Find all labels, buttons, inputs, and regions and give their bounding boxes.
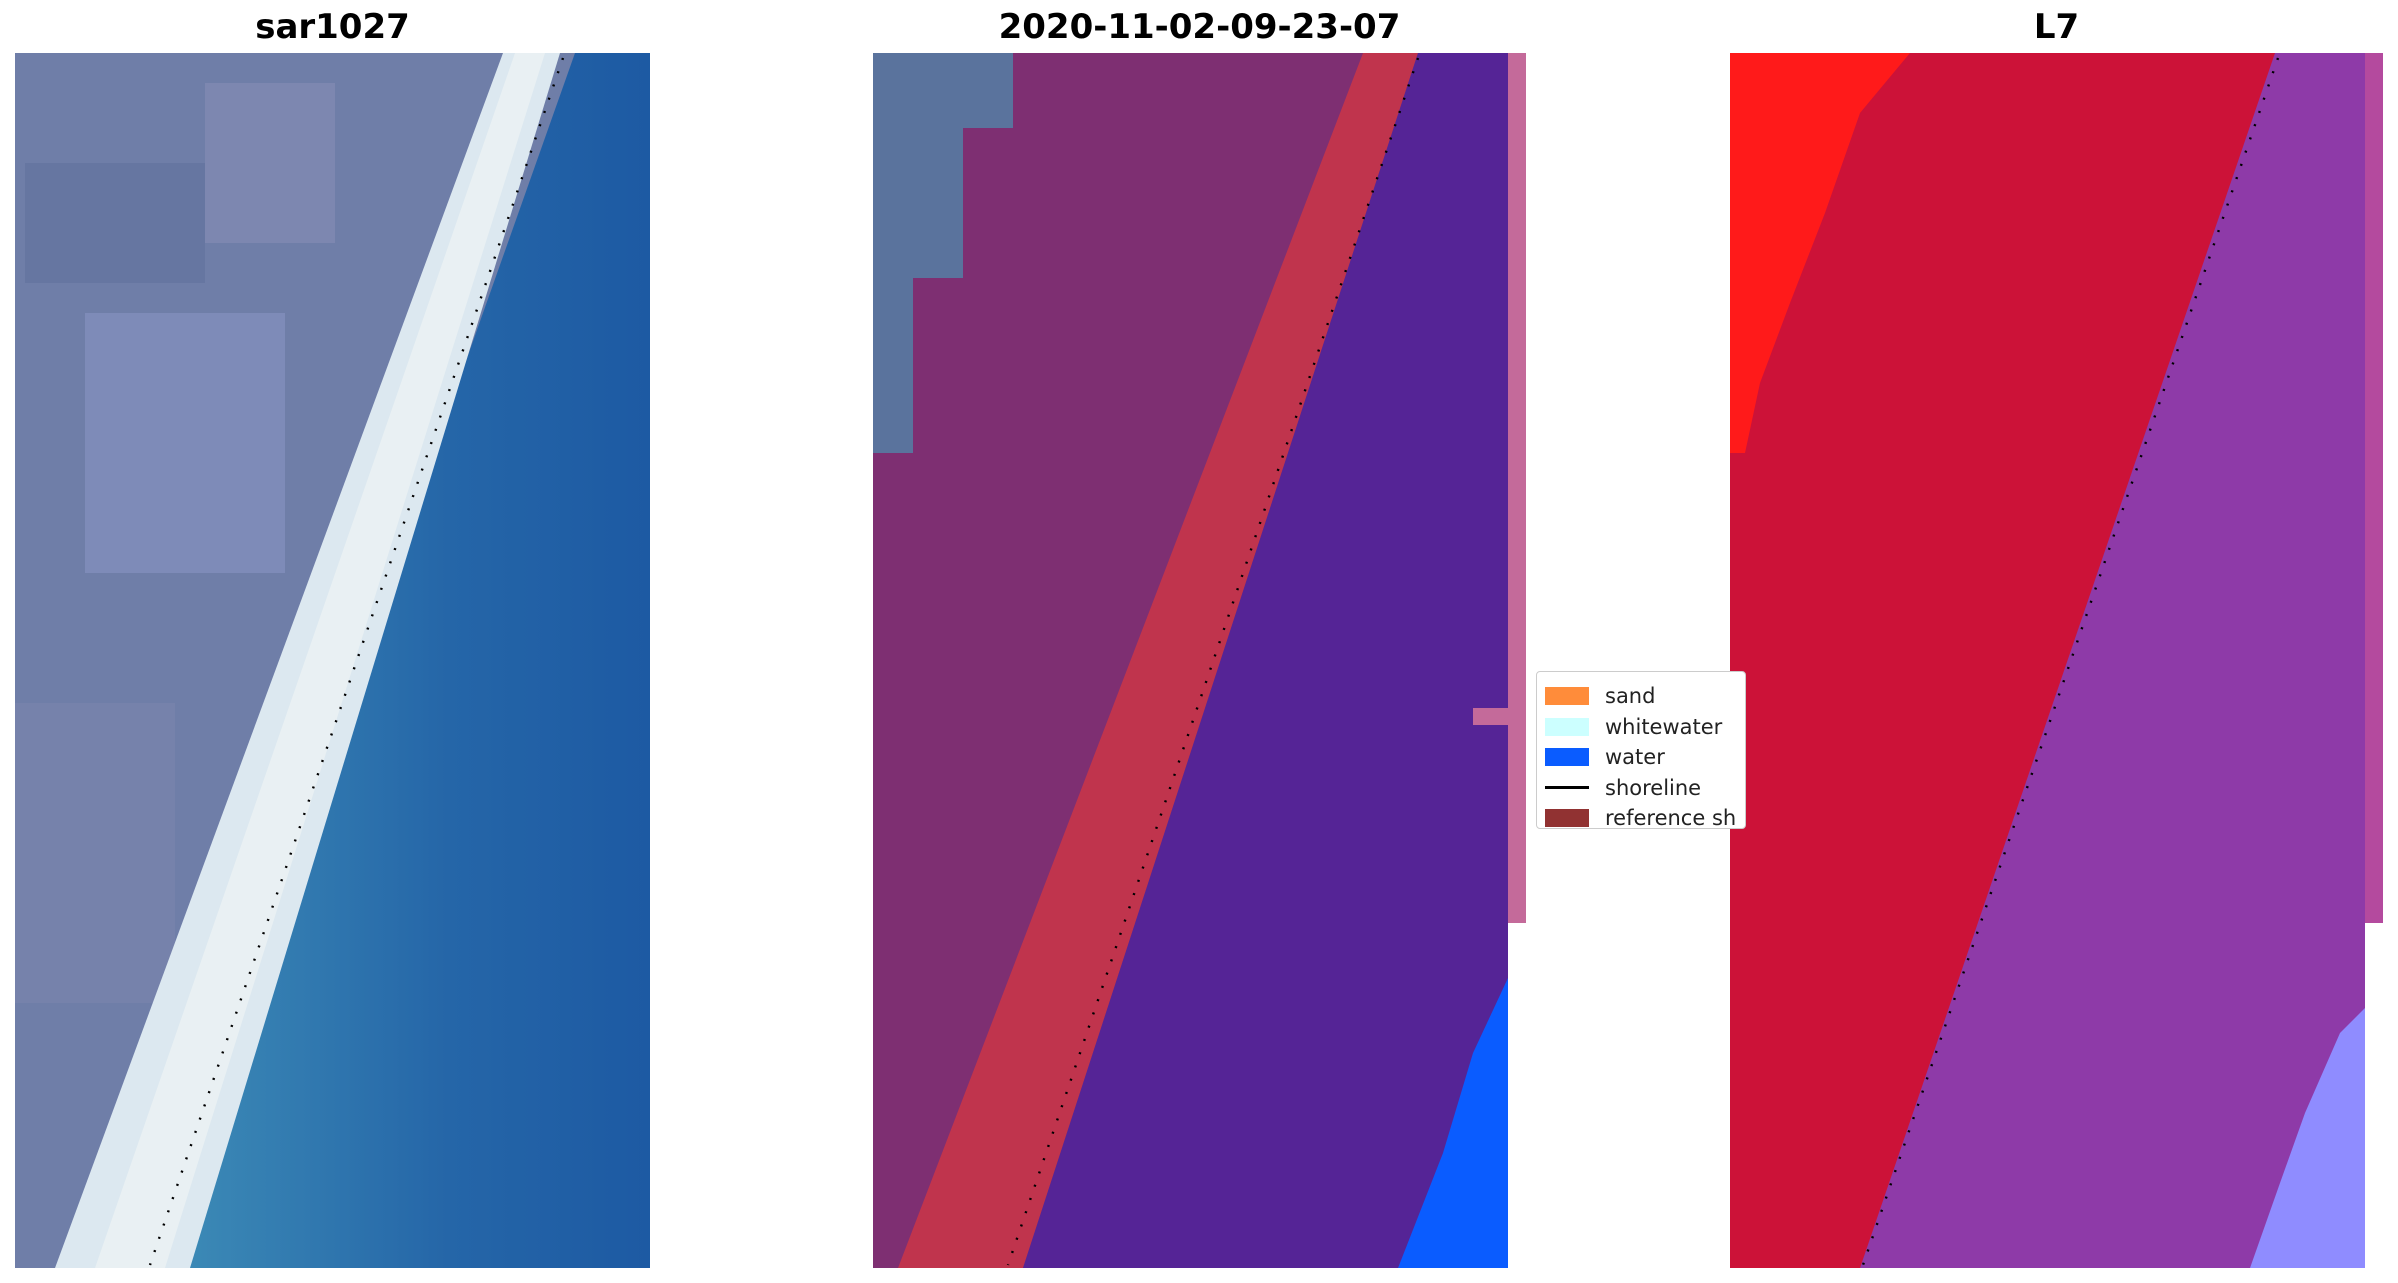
legend-label-reference-shoreline: reference sh [1605,806,1737,829]
rgb-surf-inner [95,53,545,1268]
rgb-image [15,53,650,1268]
l7-bright-red [1730,53,1910,453]
class-unclassified-area [873,53,1013,453]
rgb-land-patch [15,703,175,1003]
legend-swatch-whitewater [1545,717,1589,736]
panel-title-classified: 2020-11-02-09-23-07 [998,7,1401,47]
panel-title-l7: L7 [2033,7,2080,47]
classified-image [873,53,1526,1268]
class-edge-strip [1508,53,1526,923]
rgb-land-patch [25,163,205,283]
legend-label-water: water [1605,745,1665,770]
l7-image [1730,53,2383,1268]
legend-item-whitewater: whitewater [1537,712,1745,743]
l7-edge-strip [2365,53,2383,923]
l7-sea [1860,53,2365,1268]
l7-lavender [2250,1008,2365,1268]
legend-label-whitewater: whitewater [1605,714,1723,739]
legend-item-sand: sand [1537,681,1745,712]
rgb-image-panel [15,53,650,1268]
legend-label-shoreline: shoreline [1605,775,1702,800]
panel-title-rgb: sar1027 [255,7,410,47]
legend-swatch-reference-shoreline [1545,809,1589,828]
classified-image-panel [873,53,1526,1268]
rgb-land-patch [85,313,285,573]
rgb-land-patch [205,83,335,243]
legend-item-reference-shoreline: reference sh [1537,803,1745,829]
legend-swatch-sand [1545,687,1589,706]
class-water [1023,53,1508,1268]
legend-swatch-shoreline [1545,786,1589,790]
legend-swatch-water [1545,748,1589,767]
class-band [898,53,1418,1268]
legend-item-shoreline: shoreline [1537,773,1745,804]
legend: sand whitewater water shoreline referenc… [1536,671,1746,829]
class-edge-pixel [1473,708,1508,725]
l7-image-panel [1730,53,2383,1268]
legend-label-sand: sand [1605,684,1656,709]
legend-item-water: water [1537,742,1745,773]
class-water-blue [1398,978,1508,1268]
